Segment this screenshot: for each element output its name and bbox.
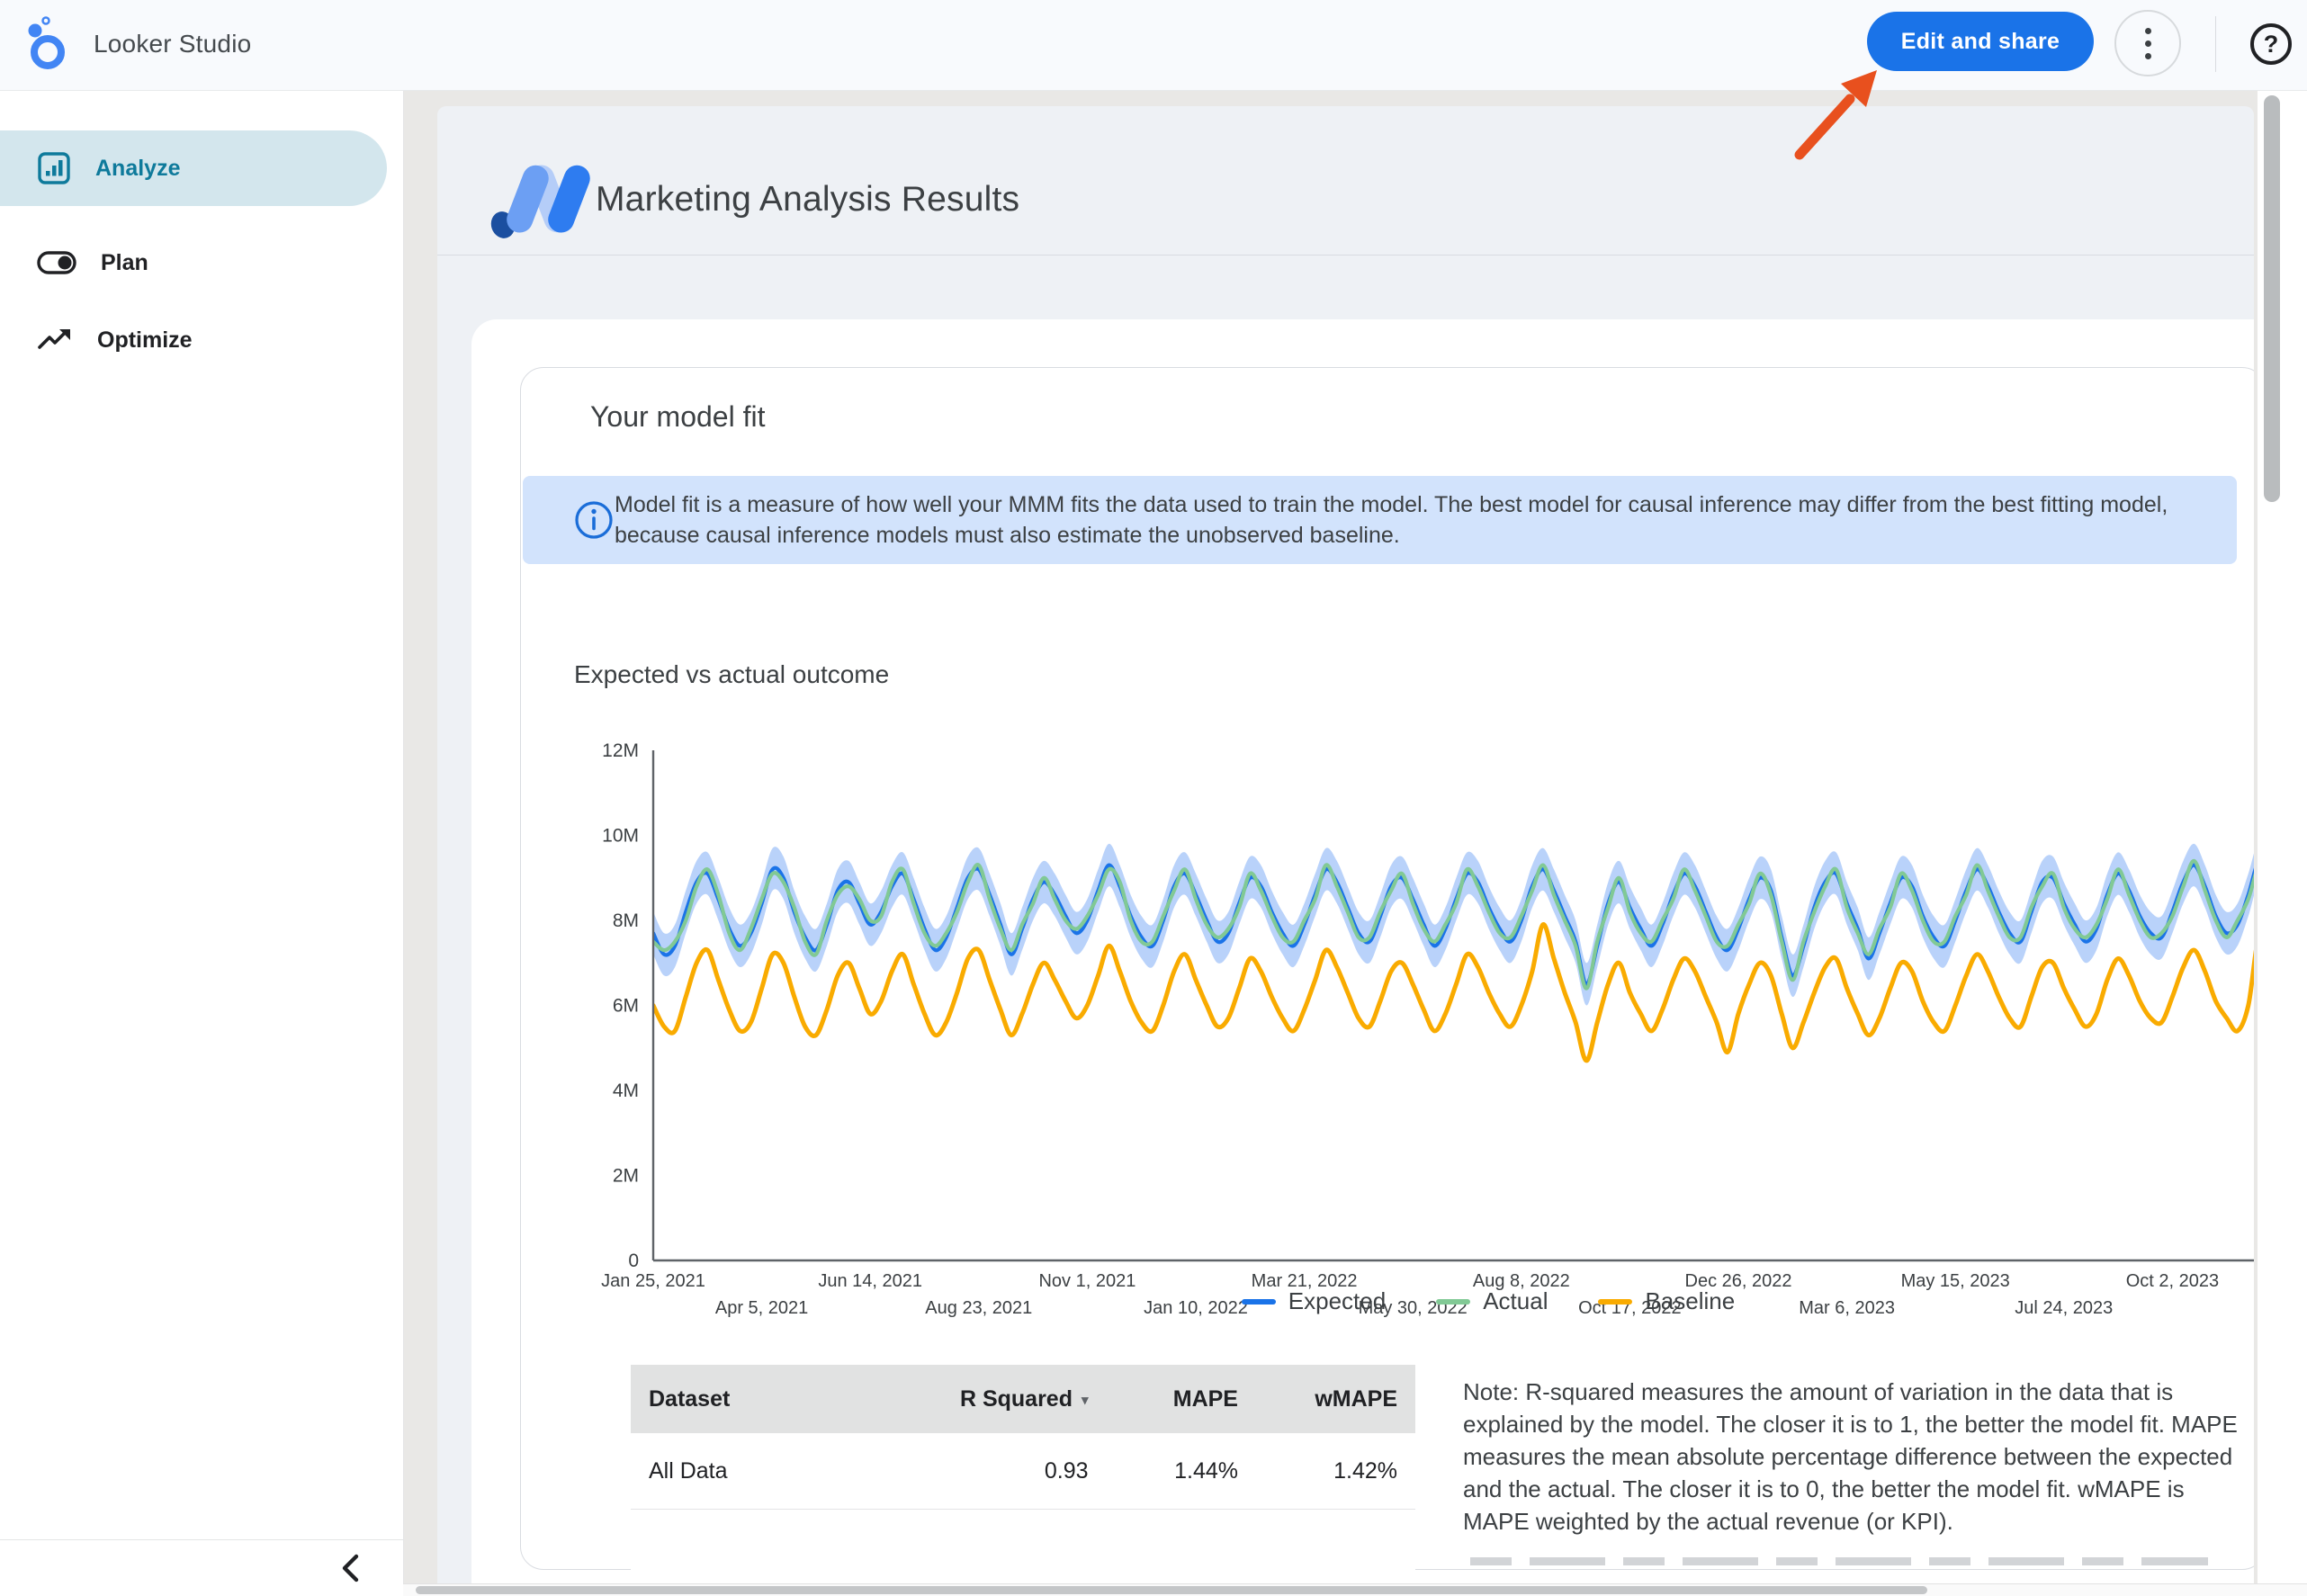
x-axis-tick-label: Jan 10, 2022	[1144, 1298, 1248, 1318]
sidebar-item-label: Plan	[101, 249, 148, 275]
collapse-sidebar-button[interactable]	[331, 1549, 371, 1589]
main-content-area: Marketing Analysis Results Your model fi…	[403, 90, 2258, 1596]
x-axis-tick-label: Jul 24, 2023	[2015, 1298, 2113, 1318]
legend-swatch-icon	[1436, 1298, 1471, 1305]
cell-wmape: 1.42%	[1255, 1433, 1415, 1510]
horizontal-scrollbar-track[interactable]	[403, 1583, 2307, 1596]
analytics-icon	[38, 152, 70, 184]
looker-studio-logo-icon	[28, 16, 65, 69]
actual-line	[653, 858, 2254, 991]
model-fit-table: Dataset R Squared ▾ MAPE wMAPE All Data 0…	[631, 1365, 1415, 1573]
x-axis-tick-label: Aug 23, 2021	[925, 1298, 1032, 1318]
edit-and-share-button[interactable]: Edit and share	[1867, 12, 2094, 71]
legend-swatch-icon	[1241, 1298, 1276, 1305]
top-app-bar: Looker Studio Edit and share ?	[0, 0, 2307, 91]
model-fit-card: Your model fit Model fit is a measure of…	[520, 367, 2254, 1573]
cell-r-squared: 0.93	[868, 1433, 1107, 1510]
note-text: Note: R-squared measures the amount of v…	[1463, 1378, 2238, 1535]
legend-item-actual: Actual	[1436, 1287, 1548, 1315]
x-axis-tick-label: Apr 5, 2021	[715, 1298, 808, 1318]
vertical-scrollbar-thumb[interactable]	[2264, 95, 2280, 502]
report-canvas: Marketing Analysis Results Your model fi…	[437, 106, 2254, 1583]
sidebar-item-analyze[interactable]: Analyze	[0, 130, 387, 206]
legend-item-baseline: Baseline	[1598, 1287, 1735, 1315]
info-banner: Model fit is a measure of how well your …	[523, 476, 2237, 564]
x-axis-tick-label: Oct 2, 2023	[2126, 1271, 2219, 1291]
report-title: Marketing Analysis Results	[596, 180, 1020, 219]
info-banner-text: Model fit is a measure of how well your …	[615, 492, 2168, 548]
cell-dataset: All Data	[631, 1433, 869, 1510]
sidebar-item-plan[interactable]: Plan	[0, 225, 387, 300]
legend-label: Expected	[1288, 1287, 1387, 1314]
x-axis-tick-label: Jun 14, 2021	[818, 1271, 922, 1291]
y-axis-tick-label: 12M	[602, 740, 639, 761]
sidebar-item-label: Analyze	[95, 155, 181, 181]
table-row: All Data 0.93 1.44% 1.42%	[631, 1433, 1415, 1510]
x-axis-tick-label: Mar 6, 2023	[1799, 1298, 1895, 1318]
legend-label: Baseline	[1645, 1287, 1736, 1314]
horizontal-scrollbar-thumb[interactable]	[416, 1586, 1927, 1594]
column-header-wmape[interactable]: wMAPE	[1255, 1365, 1415, 1433]
credible-interval-band	[653, 843, 2254, 1006]
brand: Looker Studio	[23, 16, 251, 72]
sidebar-item-optimize[interactable]: Optimize	[0, 302, 387, 378]
chevron-left-icon	[342, 1554, 359, 1582]
chart-legend: Expected Actual Baseline	[521, 1287, 2240, 1315]
table-empty-row	[631, 1509, 1415, 1573]
toggle-icon	[37, 251, 76, 274]
svg-text:?: ?	[2264, 31, 2279, 58]
title-divider	[437, 255, 2254, 256]
expected-vs-actual-chart[interactable]: 0 2M 4M 6M 8M 10M 12M Jan 25, 2021 Jun 14, 2021 N…	[539, 721, 2254, 1322]
x-axis-tick-label: May 15, 2023	[1901, 1271, 2010, 1291]
table-header-row: Dataset R Squared ▾ MAPE wMAPE	[631, 1365, 1415, 1433]
topbar-divider	[2215, 16, 2216, 72]
legend-label: Actual	[1483, 1287, 1548, 1314]
x-axis-tick-label: Nov 1, 2021	[1038, 1271, 1136, 1291]
x-axis-tick-label: Jan 25, 2021	[601, 1271, 705, 1291]
y-axis-tick-label: 0	[628, 1251, 639, 1271]
more-options-button[interactable]	[2114, 10, 2181, 76]
chart-title: Expected vs actual outcome	[574, 660, 890, 688]
help-icon: ?	[2250, 23, 2292, 65]
meridian-logo-icon	[490, 165, 590, 238]
left-sidebar: Analyze Plan Optimize	[0, 90, 404, 1596]
column-header-dataset[interactable]: Dataset	[631, 1365, 869, 1433]
y-axis-tick-label: 10M	[602, 826, 639, 847]
sort-descending-icon: ▾	[1081, 1392, 1089, 1408]
column-header-mape[interactable]: MAPE	[1106, 1365, 1256, 1433]
sidebar-item-label: Optimize	[97, 327, 193, 353]
x-axis-tick-label: Aug 8, 2022	[1473, 1271, 1570, 1291]
kebab-icon	[2144, 27, 2151, 59]
time-series-chart-svg: 0 2M 4M 6M 8M 10M 12M Jan 25, 2021 Jun 14, 2021 N…	[601, 740, 2254, 1318]
baseline-line	[653, 922, 2254, 1063]
y-axis-tick-label: 4M	[613, 1080, 639, 1101]
cell-mape: 1.44%	[1106, 1433, 1256, 1510]
legend-item-expected: Expected	[1241, 1287, 1387, 1315]
y-axis-tick-label: 2M	[613, 1166, 639, 1187]
sidebar-footer	[0, 1539, 403, 1596]
y-axis-tick-label: 6M	[613, 996, 639, 1017]
x-axis-tick-label: Dec 26, 2022	[1685, 1271, 1792, 1291]
card-title: Your model fit	[590, 400, 766, 433]
x-axis-tick-label: Mar 21, 2022	[1252, 1271, 1358, 1291]
info-icon	[575, 501, 613, 539]
column-header-label: R Squared	[959, 1385, 1073, 1412]
trending-up-icon	[38, 329, 70, 349]
app-title: Looker Studio	[94, 30, 252, 58]
clipped-next-line-hint	[1470, 1557, 2208, 1565]
help-button[interactable]: ?	[2248, 21, 2294, 67]
legend-swatch-icon	[1598, 1298, 1633, 1305]
column-header-r-squared[interactable]: R Squared ▾	[868, 1365, 1107, 1433]
y-axis-tick-label: 8M	[613, 910, 639, 931]
